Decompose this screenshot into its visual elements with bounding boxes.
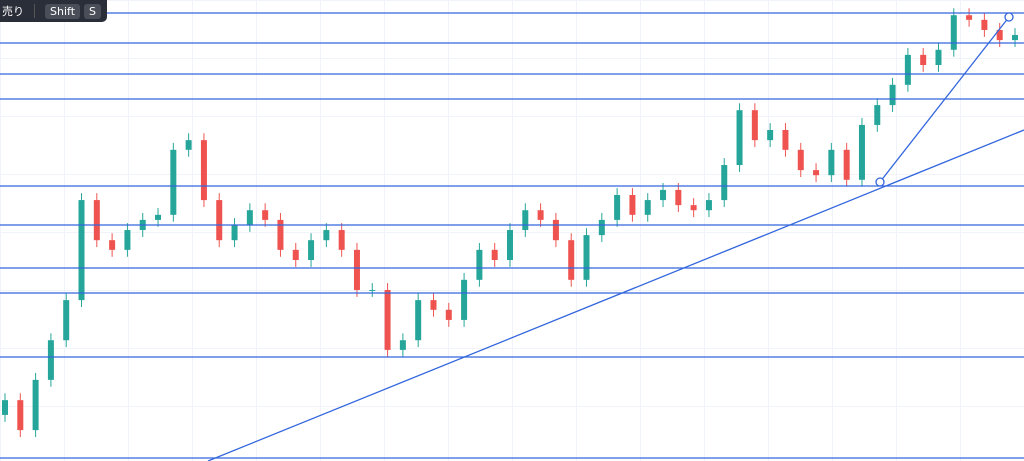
candle-body [736, 110, 743, 166]
candle-body [614, 195, 621, 220]
candle-body [874, 105, 881, 125]
candle-body [782, 130, 789, 150]
candle-body [552, 219, 559, 241]
candle-body [904, 54, 911, 85]
candle-body [2, 400, 8, 415]
candle-body [185, 140, 192, 150]
candle-body [767, 130, 774, 141]
candle-body [216, 200, 223, 241]
candle-body [124, 230, 131, 250]
candle-body [445, 309, 452, 320]
candle-body [751, 110, 758, 141]
candle-body [537, 210, 544, 220]
trend-line[interactable] [879, 16, 1010, 183]
trend-line[interactable] [207, 129, 1024, 461]
candle-body [644, 200, 651, 215]
candle-body [246, 210, 253, 225]
candle-body [813, 170, 820, 176]
candle-body [598, 219, 605, 236]
candle-body [369, 289, 376, 291]
shortcut-key: Shift [45, 3, 81, 19]
candle-body [47, 340, 54, 380]
candle-body [292, 249, 299, 261]
candle-body [399, 340, 406, 350]
candle-body [277, 219, 284, 250]
candle-body [1012, 35, 1018, 41]
drawings [0, 12, 1024, 461]
toolbar-label[interactable]: 売り [2, 5, 24, 18]
candle-body [491, 249, 498, 261]
candle-body [415, 300, 422, 341]
candle-body [308, 240, 315, 261]
candle-body [522, 210, 529, 231]
candle-body [583, 235, 590, 280]
candle-body [461, 279, 468, 320]
candle-body [384, 289, 391, 350]
candle-body [155, 214, 162, 220]
candle-body [935, 49, 942, 66]
candle-body [353, 249, 360, 290]
candle-body [109, 240, 116, 250]
candle-body [78, 200, 85, 301]
toolbar: 売り Shift S [0, 0, 107, 22]
candle-body [231, 224, 238, 241]
candle-body [843, 149, 850, 180]
candle-body [338, 230, 345, 250]
separator [34, 4, 35, 18]
candle-body [996, 29, 1003, 41]
candle-body [32, 379, 39, 431]
candle-body [690, 205, 697, 211]
candle-body [200, 140, 207, 201]
candle-body [981, 19, 988, 30]
shortcut-key: S [84, 3, 101, 19]
candle-body [920, 54, 927, 66]
candle-body [170, 149, 177, 215]
candle-body [507, 230, 513, 261]
anchor-point[interactable] [875, 177, 885, 187]
candle-body [828, 149, 835, 176]
candle-body [262, 210, 269, 220]
candle-body [950, 15, 957, 50]
candle-body [966, 15, 973, 20]
candle-body [323, 230, 330, 241]
candle-body [568, 240, 575, 280]
candle-body [660, 189, 667, 201]
candle-body [476, 249, 483, 280]
candle-body [889, 84, 896, 106]
candle-body [675, 189, 682, 206]
candle-body [705, 200, 712, 211]
candle-body [721, 165, 728, 201]
candle-body [17, 400, 24, 431]
candle-body [63, 300, 70, 341]
candle-body [430, 300, 437, 310]
candle-body [858, 124, 865, 180]
candle-body [797, 149, 804, 171]
candle-body [629, 195, 636, 215]
candle-body [93, 200, 100, 241]
anchor-point[interactable] [1004, 12, 1014, 22]
